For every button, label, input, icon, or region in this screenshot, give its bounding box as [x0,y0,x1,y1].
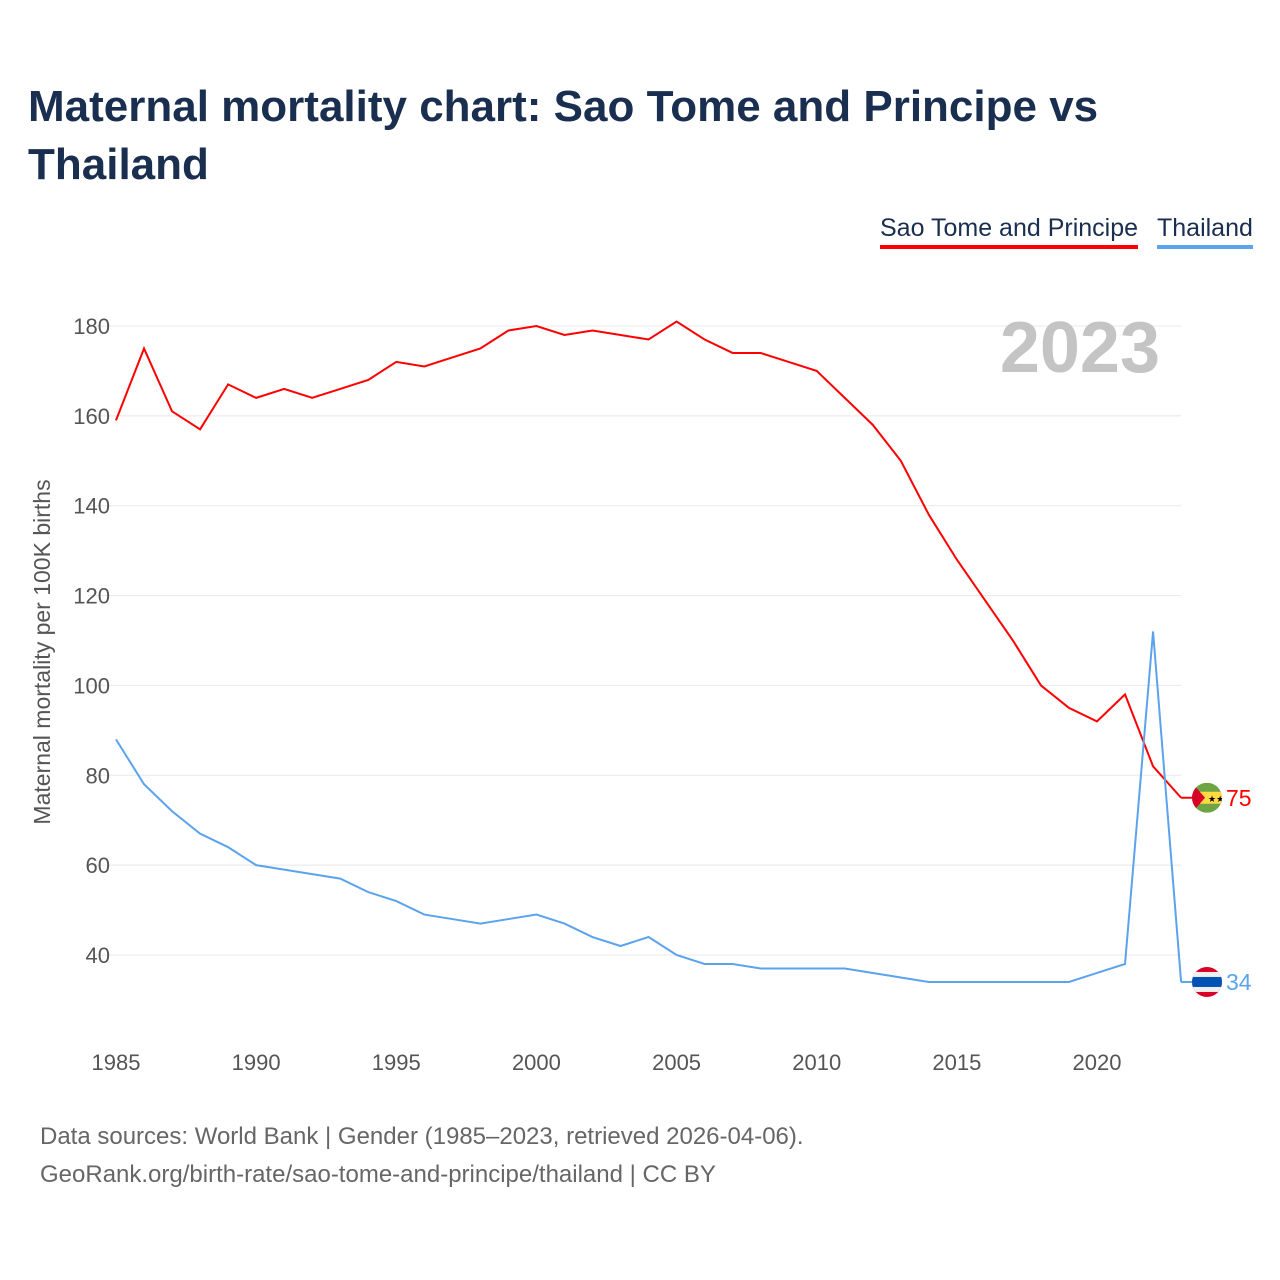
y-tick-label: 100 [73,673,110,698]
x-tick-label: 1990 [232,1050,281,1075]
x-tick-label: 2010 [792,1050,841,1075]
chart-plot: 40 60 80 100 120 140 160 180 1985 1990 1995 2000 200… [29,308,1252,1075]
x-tick-label: 1995 [372,1050,421,1075]
y-tick-label: 120 [73,584,110,609]
chart-title: Maternal mortality chart: Sao Tome and P… [28,82,1099,189]
series-line-1 [115,631,1183,983]
legend-sao-tome[interactable]: Sao Tome and Principe [880,214,1139,249]
x-tick-label: 2015 [932,1050,981,1075]
thailand-flag-icon [1192,966,1222,997]
x-tick-label: 1985 [92,1050,141,1075]
y-tick-label: 80 [86,763,110,788]
source-line-2[interactable]: GeoRank.org/birth-rate/sao-tome-and-prin… [40,1161,716,1188]
svg-text:★★: ★★ [1208,794,1224,804]
y-axis-label: Maternal mortality per 100K births [29,479,55,824]
series-line-0 [115,320,1182,799]
y-tick-label: 180 [73,314,110,339]
y-tick-label: 160 [73,404,110,429]
sao-tome-flag-icon: ★★ [1192,782,1224,813]
y-tick-label: 60 [86,853,110,878]
x-tick-label: 2005 [652,1050,701,1075]
x-tick-label: 2000 [512,1050,561,1075]
source-note: Data sources: World Bank | Gender (1985–… [40,1118,804,1194]
legend-thailand[interactable]: Thailand [1157,214,1253,249]
y-tick-label: 140 [73,494,110,519]
end-value-label-0: 75 [1226,785,1252,811]
x-tick-label: 2020 [1073,1050,1122,1075]
y-tick-label: 40 [86,943,110,968]
year-label: 2023 [1000,308,1160,388]
end-value-label-1: 34 [1226,969,1252,995]
source-line-1: Data sources: World Bank | Gender (1985–… [40,1123,804,1150]
